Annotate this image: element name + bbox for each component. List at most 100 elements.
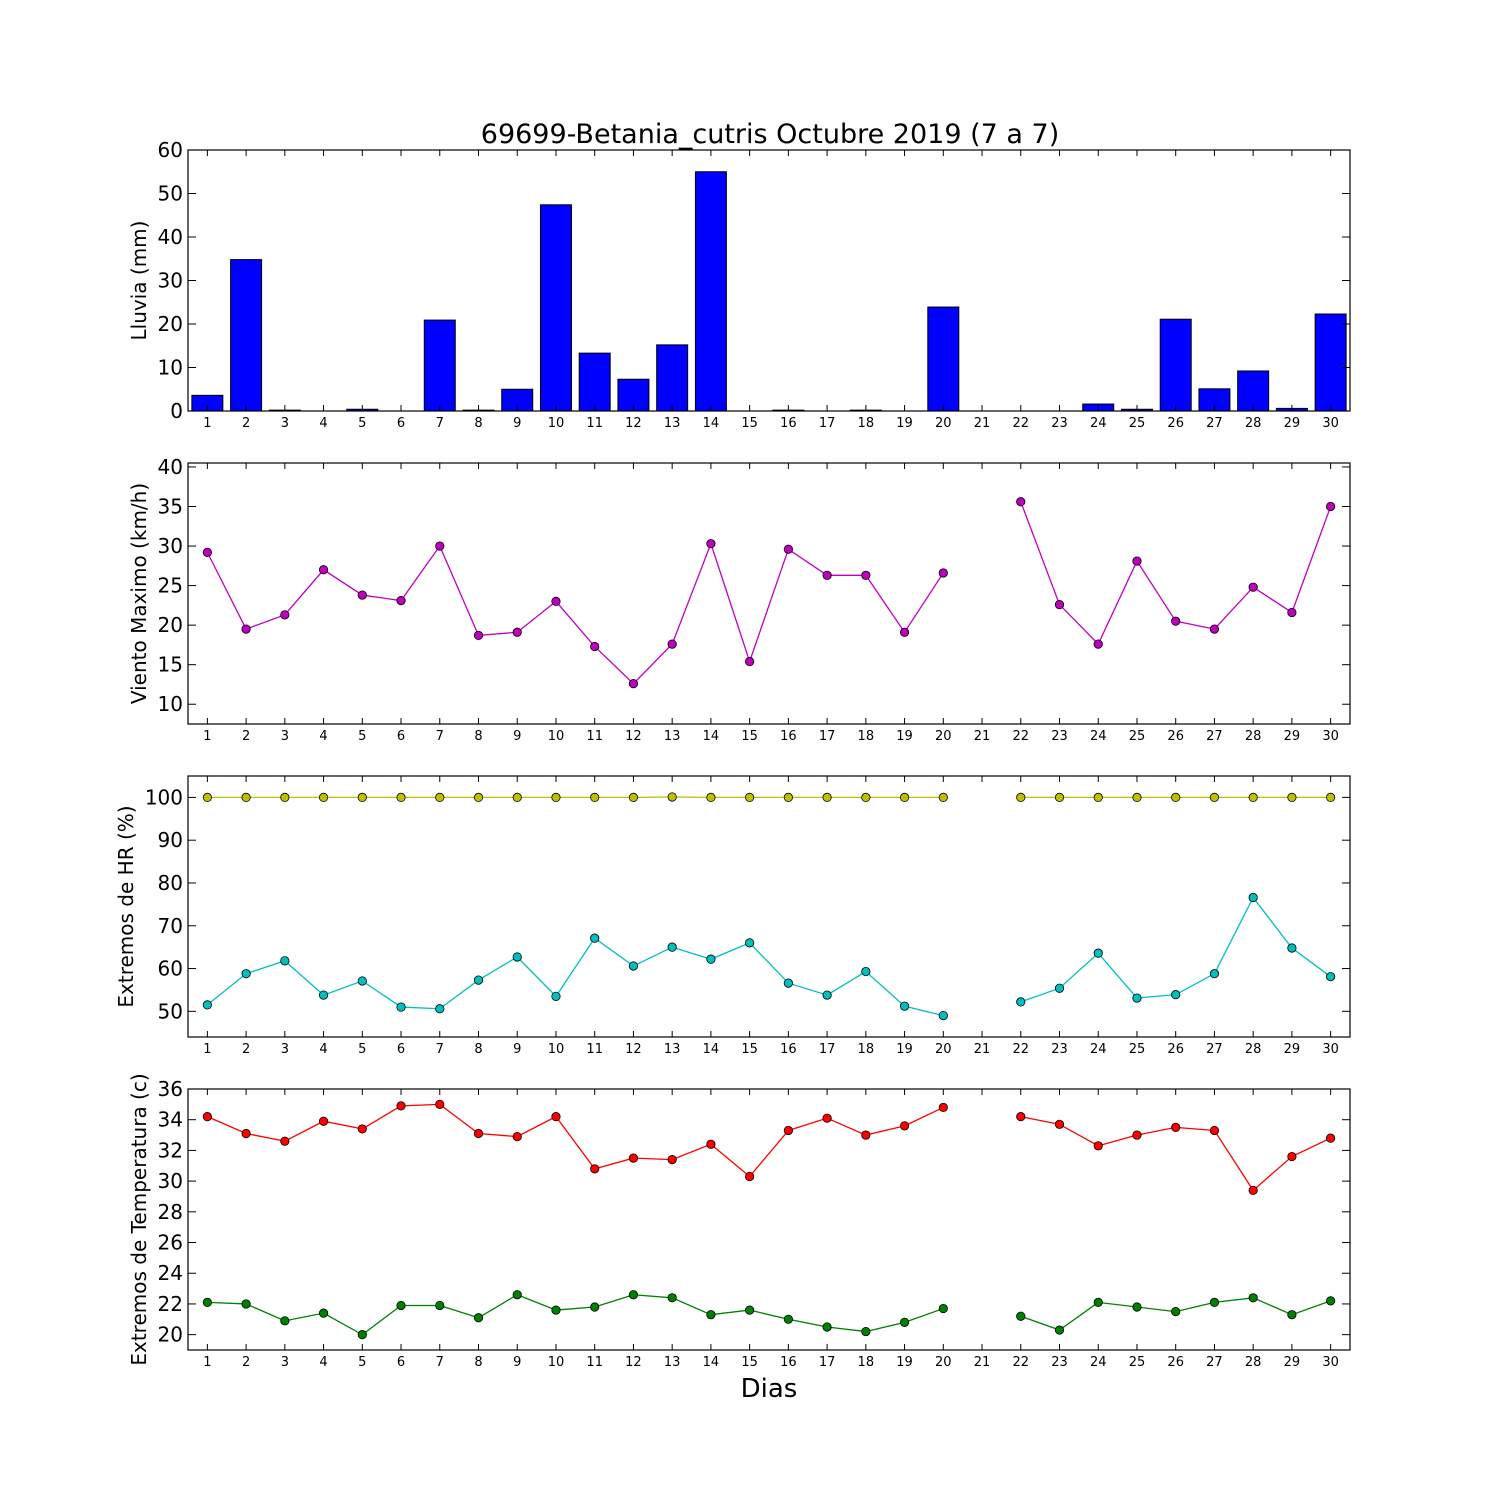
series-2-point-day-26 — [1171, 1307, 1181, 1317]
series-2-point-day-27 — [1209, 1297, 1220, 1308]
y-tick-label: 30 — [158, 534, 183, 558]
series-2-line-segment-1 — [207, 1294, 944, 1336]
series-1-point-day-10 — [551, 596, 561, 607]
series-1-point-day-11 — [590, 1164, 600, 1174]
x-tick-label: 27 — [1206, 1355, 1223, 1370]
series-1-point-day-6 — [396, 792, 406, 802]
series-1-point-day-3 — [280, 792, 290, 802]
y-tick-label: 32 — [158, 1138, 183, 1162]
x-tick-label: 6 — [397, 416, 405, 431]
x-tick-label: 28 — [1245, 1042, 1262, 1057]
series-1-point-day-29 — [1287, 792, 1297, 802]
series-1-point-day-14 — [706, 539, 716, 549]
series-1-point-day-16 — [783, 792, 793, 802]
y-tick-label: 60 — [158, 957, 183, 981]
x-tick-label: 4 — [319, 1042, 327, 1057]
y-tick-label: 80 — [158, 871, 183, 895]
series-2-point-day-29 — [1287, 943, 1297, 953]
series-2-point-day-14 — [706, 954, 716, 964]
series-1-point-day-19 — [899, 792, 910, 802]
x-tick-label: 13 — [664, 1355, 681, 1370]
x-tick-label: 17 — [819, 1042, 836, 1057]
x-tick-label: 13 — [664, 416, 681, 431]
x-tick-label: 26 — [1167, 1042, 1184, 1057]
series-1-point-day-18 — [861, 570, 871, 580]
x-tick-label: 24 — [1090, 1042, 1107, 1057]
series-1-point-day-5 — [357, 792, 367, 802]
x-tick-label: 15 — [741, 1042, 758, 1057]
series-2-point-day-4 — [318, 1308, 329, 1318]
y-tick-label: 28 — [158, 1200, 183, 1224]
series-1-point-day-19 — [899, 627, 910, 637]
x-tick-label: 15 — [741, 729, 758, 744]
x-tick-label: 17 — [819, 416, 836, 431]
x-tick-label: 28 — [1245, 1355, 1262, 1370]
series-1-point-day-29 — [1287, 1151, 1297, 1162]
series-2-point-day-24 — [1093, 1297, 1103, 1308]
x-tick-label: 17 — [819, 1355, 836, 1370]
x-tick-label: 20 — [935, 416, 952, 431]
x-tick-label: 1 — [203, 416, 211, 431]
series-1-point-day-12 — [628, 679, 639, 689]
x-tick-label: 25 — [1129, 1042, 1146, 1057]
x-tick-label: 23 — [1051, 1042, 1068, 1057]
x-tick-label: 6 — [397, 729, 405, 744]
series-1-point-day-9 — [512, 792, 522, 802]
x-tick-label: 11 — [586, 1042, 603, 1057]
series-1-point-day-24 — [1093, 1141, 1103, 1151]
x-tick-label: 21 — [974, 1042, 991, 1057]
y-tick-label: 20 — [158, 312, 183, 336]
x-tick-label: 2 — [242, 729, 250, 744]
x-tick-label: 19 — [896, 1042, 913, 1057]
y-tick-label: 0 — [170, 399, 183, 423]
series-1-point-day-18 — [861, 792, 871, 802]
series-1-point-day-23 — [1054, 792, 1065, 802]
series-2-point-day-9 — [512, 1290, 522, 1300]
series-2-point-day-5 — [357, 976, 367, 986]
x-tick-label: 30 — [1322, 1042, 1339, 1057]
series-1-point-day-29 — [1287, 607, 1297, 618]
series-1-point-day-15 — [745, 792, 755, 802]
x-tick-label: 19 — [896, 1355, 913, 1370]
x-tick-label: 8 — [474, 729, 482, 744]
x-tick-label: 3 — [281, 729, 289, 744]
series-1-point-day-14 — [706, 792, 716, 802]
series-1-line-segment-1 — [207, 1103, 944, 1178]
x-tick-label: 11 — [586, 729, 603, 744]
x-tick-label: 2 — [242, 416, 250, 431]
series-2-point-day-18 — [861, 1326, 871, 1337]
x-tick-label: 11 — [586, 1355, 603, 1370]
series-2-point-day-23 — [1054, 1325, 1065, 1335]
series-1-point-day-4 — [318, 565, 329, 575]
chart-title: 69699-Betania_cutris Octubre 2019 (7 a 7… — [481, 119, 1059, 150]
series-1-point-day-3 — [280, 1136, 290, 1146]
y-tick-label: 90 — [158, 828, 183, 852]
plot-frame — [187, 775, 1351, 1038]
x-tick-label: 23 — [1051, 729, 1068, 744]
x-tick-label: 5 — [358, 416, 366, 431]
series-2-point-day-7 — [435, 1004, 445, 1014]
series-1-point-day-26 — [1171, 1122, 1181, 1132]
x-tick-label: 27 — [1206, 416, 1223, 431]
x-tick-label: 18 — [858, 1042, 875, 1057]
series-1-point-day-2 — [241, 1128, 251, 1139]
y-tick-label: 40 — [158, 225, 183, 249]
y-axis-label: Extremos de Temperatura (c) — [127, 1073, 151, 1365]
x-tick-label: 23 — [1051, 1355, 1068, 1370]
series-2-point-day-11 — [590, 1302, 600, 1312]
series-2-point-day-28 — [1248, 892, 1258, 903]
x-tick-label: 6 — [397, 1355, 405, 1370]
series-2-point-day-6 — [396, 1300, 406, 1311]
series-1-point-day-7 — [435, 541, 445, 551]
y-tick-label: 60 — [158, 138, 183, 162]
series-1-point-day-30 — [1326, 501, 1336, 512]
x-tick-label: 25 — [1129, 729, 1146, 744]
x-tick-label: 21 — [974, 729, 991, 744]
y-tick-label: 34 — [158, 1108, 183, 1132]
x-tick-label: 9 — [513, 416, 521, 431]
y-tick-label: 30 — [158, 1169, 183, 1193]
series-1-point-day-16 — [783, 544, 793, 554]
